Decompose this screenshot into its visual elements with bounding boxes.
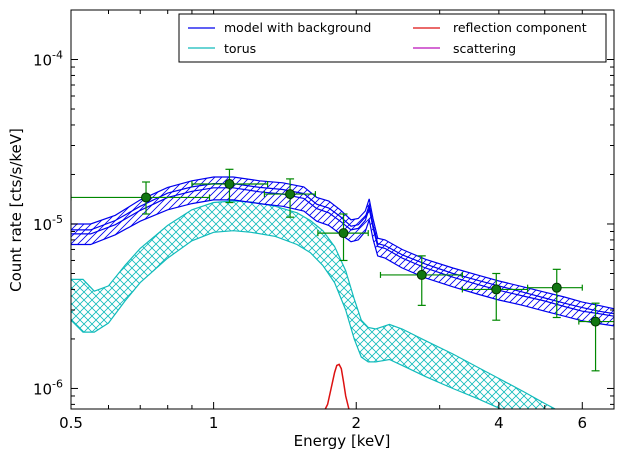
- data-point-3: [317, 213, 369, 262]
- torus-band-upper: [71, 200, 557, 409]
- y-tick-label-1: 10-5: [33, 213, 63, 234]
- legend-label-torus: torus: [224, 41, 256, 56]
- data-point-marker-7: [590, 316, 601, 327]
- y-axis-label: Count rate [cts/s/keV]: [7, 128, 25, 292]
- plot-frame: [70, 9, 615, 410]
- data-point-1: [191, 168, 269, 204]
- x-axis-label: Energy [keV]: [294, 432, 391, 450]
- legend: model with background reflection compone…: [178, 13, 607, 63]
- data-point-marker-0: [141, 192, 152, 203]
- data-point-marker-6: [551, 282, 562, 293]
- data-point-4: [379, 255, 463, 306]
- data-point-marker-5: [491, 284, 502, 295]
- data-point-7: [578, 302, 614, 372]
- x-tick-label-0: 0.5: [59, 414, 83, 432]
- legend-label-scattering: scattering: [453, 41, 516, 56]
- data-point-marker-4: [416, 269, 427, 280]
- data-point-6: [527, 268, 583, 319]
- model-with-background-band-upper: [71, 176, 614, 310]
- data-point-5: [461, 272, 529, 321]
- data-point-marker-3: [338, 228, 349, 239]
- model-with-background-band-fill: [71, 177, 614, 326]
- x-tick-label-4: 6: [578, 414, 588, 432]
- x-tick-label-3: 4: [494, 414, 504, 432]
- torus-band-lower: [71, 230, 503, 409]
- y-tick-label-0: 10-6: [33, 377, 63, 398]
- axis-ticks: 0.5 1 2 4 6 10-6 10-5 10-4: [33, 9, 615, 432]
- model-with-background-band-inner-0: [71, 187, 614, 317]
- x-tick-label-1: 1: [209, 414, 219, 432]
- legend-label-model: model with background: [224, 20, 371, 35]
- y-tick-label-2: 10-4: [33, 49, 63, 70]
- model-with-background-band-inner-1: [71, 183, 614, 315]
- model-with-background-band-lower: [71, 199, 614, 327]
- data-point-0: [71, 181, 211, 215]
- legend-label-reflection: reflection component: [453, 20, 587, 35]
- data-point-marker-1: [224, 179, 235, 190]
- data-point-marker-2: [285, 189, 296, 200]
- torus-band-fill: [71, 201, 556, 409]
- legend-frame: [178, 13, 607, 63]
- x-tick-label-2: 2: [351, 414, 361, 432]
- plot-area: [71, 168, 614, 409]
- data-point-2: [263, 178, 317, 218]
- reflection-component-line: [324, 363, 350, 409]
